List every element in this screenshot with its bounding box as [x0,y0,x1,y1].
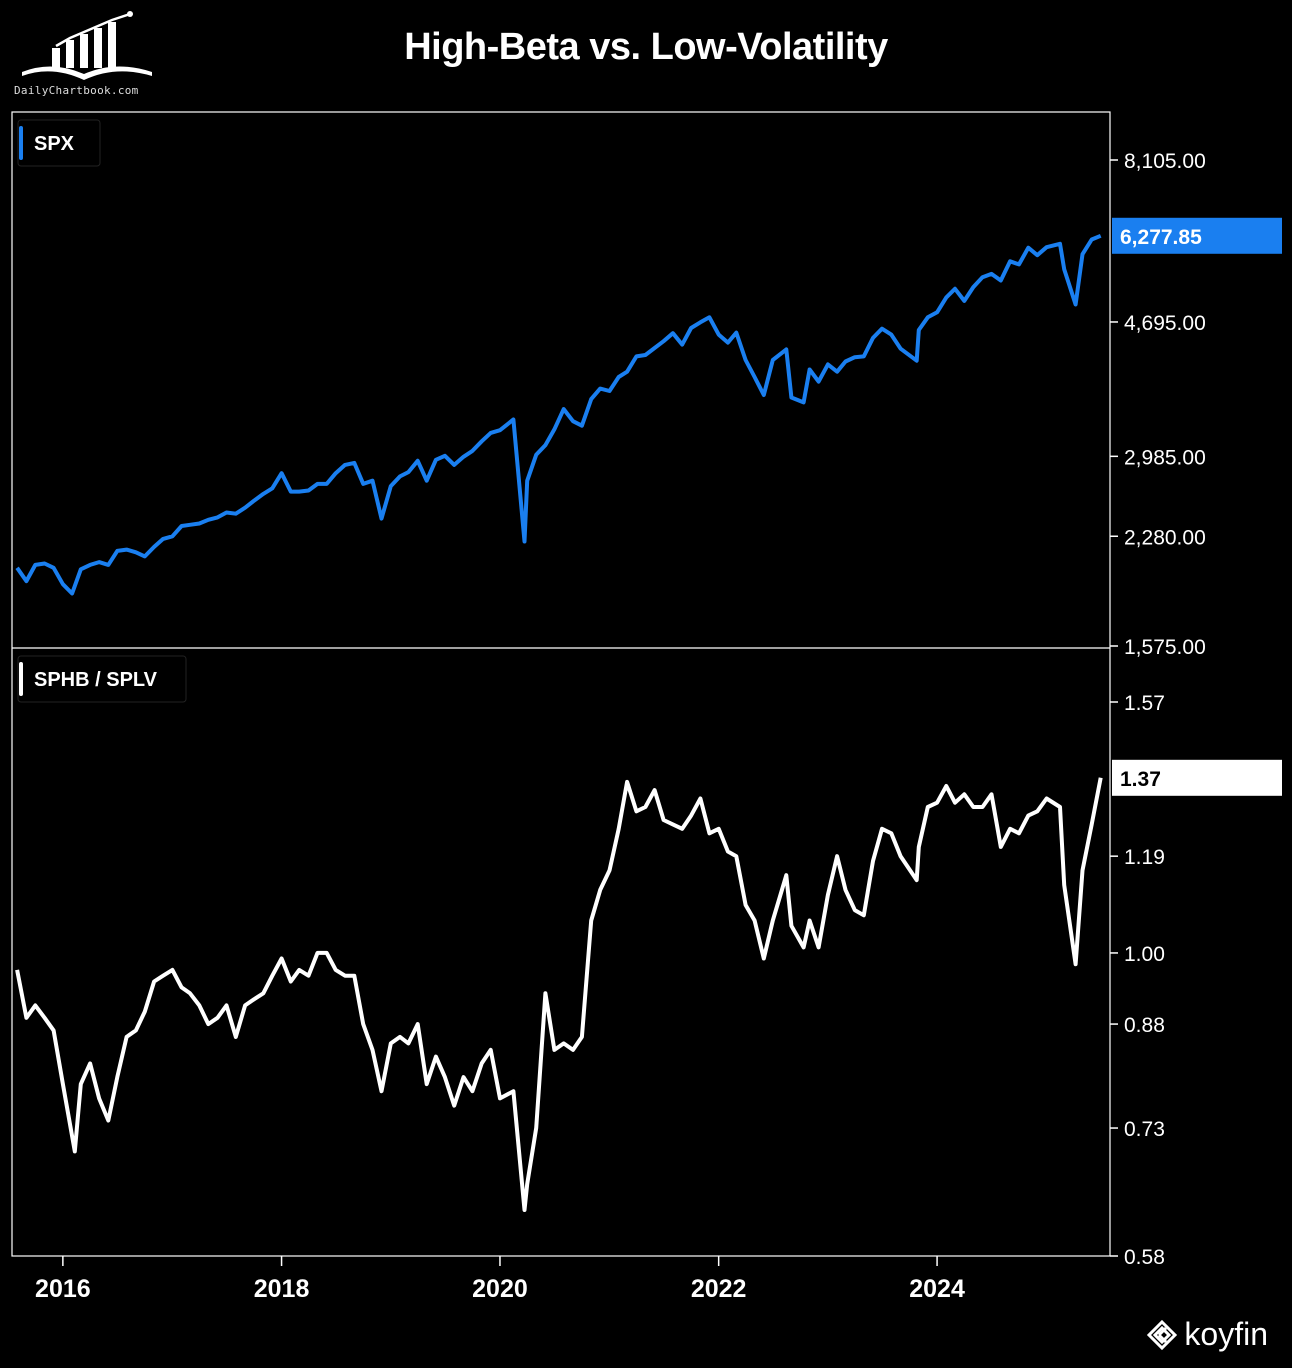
ratio-series-line [15,777,1103,1212]
xtick-label: 2018 [254,1275,310,1303]
spx-last-value-label: 6,277.85 [1120,226,1202,249]
ratio-last-value-label: 1.37 [1120,768,1161,791]
ratio-ytick-label: 1.00 [1124,943,1165,966]
spx-last-value-badge [1112,217,1282,254]
ratio-legend-label: SPHB / SPLV [34,669,158,691]
spx-legend-box [17,119,101,167]
ratio-panel: 0.58 0.73 0.88 1.00 1.19 1.57 SPHB / SPLV 1.37 [15,655,1282,1269]
ratio-legend-box [17,655,187,703]
dailychartbook-logo [12,10,162,102]
spx-ytick-label: 2,280.00 [1124,526,1206,549]
spx-legend-label: SPX [34,133,75,155]
ratio-ytick-label: 0.58 [1124,1246,1165,1269]
xtick-label: 2024 [909,1275,965,1303]
spx-ytick-label: 8,105.00 [1124,150,1206,173]
ratio-ytick-label: 0.73 [1124,1118,1165,1141]
chart-frame [11,111,1111,1257]
brand-name: koyfin [1184,1316,1268,1352]
logo-text: DailyChartbook.com [14,84,139,97]
koyfin-logo-icon [1147,1319,1178,1350]
spx-series-line [15,233,1102,596]
ratio-ytick-label: 0.88 [1124,1014,1165,1037]
plot-border [11,111,1111,1257]
ratio-legend-swatch [19,662,23,696]
ratio-ytick-label: 1.57 [1124,692,1165,715]
xtick-label: 2020 [472,1275,528,1303]
spx-panel: 1,575.00 2,280.00 2,985.00 4,695.00 8,105.00… [15,119,1282,659]
spx-ytick-label: 2,985.00 [1124,446,1206,469]
book-chart-logo-icon [22,11,152,80]
xtick-label: 2022 [691,1275,747,1303]
ratio-ytick-label: 1.19 [1124,846,1165,869]
spx-ytick-label: 4,695.00 [1124,312,1206,335]
spx-ytick-label: 1,575.00 [1124,636,1206,659]
koyfin-brand: koyfin [1146,1316,1268,1353]
x-axis: 2016 2018 2020 2022 2024 [35,1256,965,1303]
spx-legend-swatch [19,126,23,160]
page-title: High-Beta vs. Low-Volatility [404,26,888,68]
ratio-last-value-badge [1112,759,1282,796]
xtick-label: 2016 [35,1275,91,1303]
